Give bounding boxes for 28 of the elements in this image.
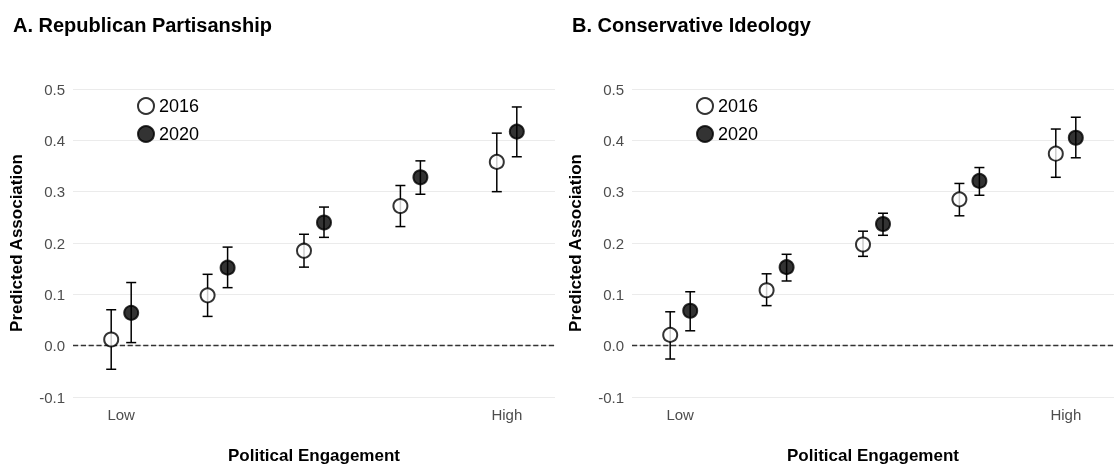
y-tick-label: 0.0 <box>44 337 65 355</box>
y-tick-label: 0.4 <box>603 131 624 149</box>
y-tick-label: 0.0 <box>603 337 624 355</box>
y-tick-label: 0.1 <box>44 285 65 303</box>
legend-label: 2020 <box>718 124 759 144</box>
x-tick-label: Low <box>666 406 695 423</box>
legend-label: 2016 <box>159 96 200 116</box>
x-tick-label: High <box>1050 406 1082 423</box>
x-tick-label: Low <box>107 406 136 423</box>
y-tick-label: 0.4 <box>44 131 65 149</box>
y-tick-label: 0.5 <box>44 80 65 98</box>
y-tick-label: 0.3 <box>603 183 624 201</box>
x-axis-title: Political Engagement <box>228 446 401 465</box>
legend-label: 2020 <box>159 124 200 144</box>
y-tick-label: 0.5 <box>603 80 624 98</box>
x-axis-title: Political Engagement <box>787 446 960 465</box>
y-tick-label: 0.2 <box>603 234 624 252</box>
y-axis-title: Predicted Association <box>7 154 26 332</box>
y-tick-label: -0.1 <box>598 388 624 406</box>
y-tick-label: -0.1 <box>39 388 65 406</box>
legend-label: 2016 <box>718 96 759 116</box>
y-tick-label: 0.2 <box>44 234 65 252</box>
x-tick-label: High <box>491 406 523 423</box>
y-axis-title: Predicted Association <box>566 154 585 332</box>
y-tick-label: 0.1 <box>603 285 624 303</box>
y-tick-label: 0.3 <box>44 183 65 201</box>
chart-title: B. Conservative Ideology <box>572 14 812 36</box>
chart-title: A. Republican Partisanship <box>13 14 272 36</box>
